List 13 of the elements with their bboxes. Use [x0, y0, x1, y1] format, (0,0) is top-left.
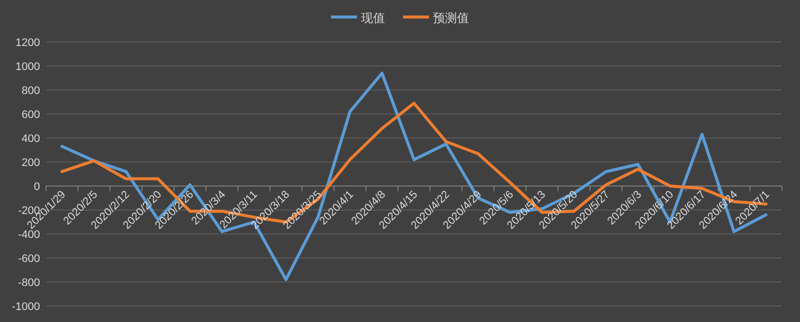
y-tick-label: 1200: [16, 37, 40, 49]
y-tick-label: 800: [22, 85, 40, 97]
y-tick-label: 400: [22, 133, 40, 145]
y-tick-label: -1000: [12, 301, 40, 313]
y-tick-label: -600: [18, 253, 40, 265]
y-tick-label: 600: [22, 109, 40, 121]
legend-label: 预测值: [433, 11, 469, 25]
y-tick-label: 0: [34, 181, 40, 193]
y-tick-label: 200: [22, 157, 40, 169]
y-tick-label: -400: [18, 229, 40, 241]
y-tick-label: -800: [18, 277, 40, 289]
y-tick-label: 1000: [16, 61, 40, 73]
legend-label: 现值: [361, 11, 385, 25]
